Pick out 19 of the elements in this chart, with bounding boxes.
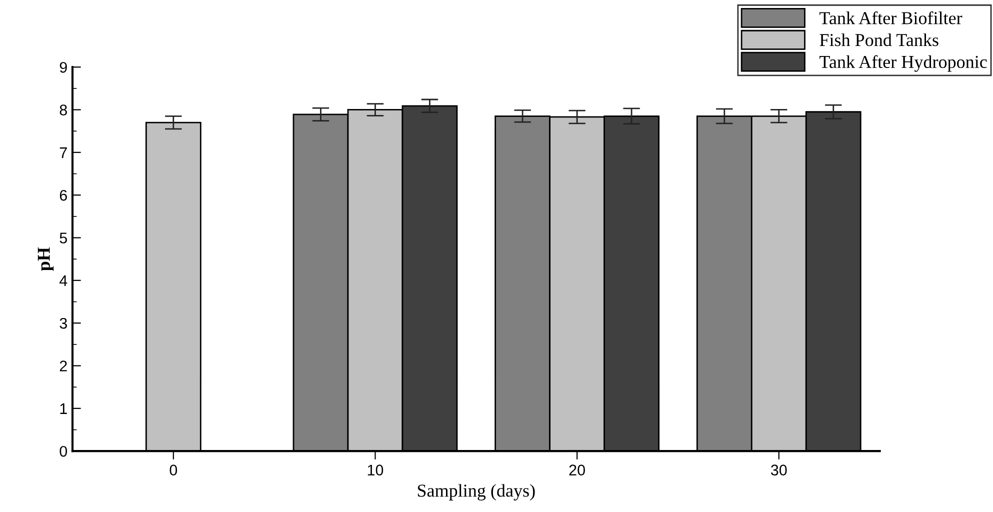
x-tick-label: 20 — [569, 464, 585, 476]
x-tick-label: 10 — [368, 464, 384, 476]
y-tick-label: 4 — [59, 275, 68, 286]
y-tick-label: 7 — [60, 147, 67, 158]
y-tick-label: 8 — [60, 104, 67, 116]
y-tick-label: 5 — [60, 232, 67, 244]
y-tick-label: 2 — [60, 360, 67, 372]
legend-label: Tank After Biofilter — [820, 11, 962, 24]
x-tick-label: 30 — [770, 464, 787, 476]
legend-label: Fish Pond Tanks — [820, 33, 938, 46]
y-axis-title: pH — [38, 247, 54, 271]
y-tick-label: 3 — [60, 318, 67, 329]
y-tick-label: 6 — [60, 190, 67, 201]
x-tick-label: 0 — [170, 464, 178, 476]
x-axis-title: Sampling (days) — [418, 484, 535, 500]
y-tick-label: 1 — [60, 403, 67, 414]
y-tick-label: 0 — [60, 446, 68, 457]
y-tick-label: 9 — [60, 62, 67, 73]
legend-label: Tank After Hydroponic — [820, 55, 987, 72]
